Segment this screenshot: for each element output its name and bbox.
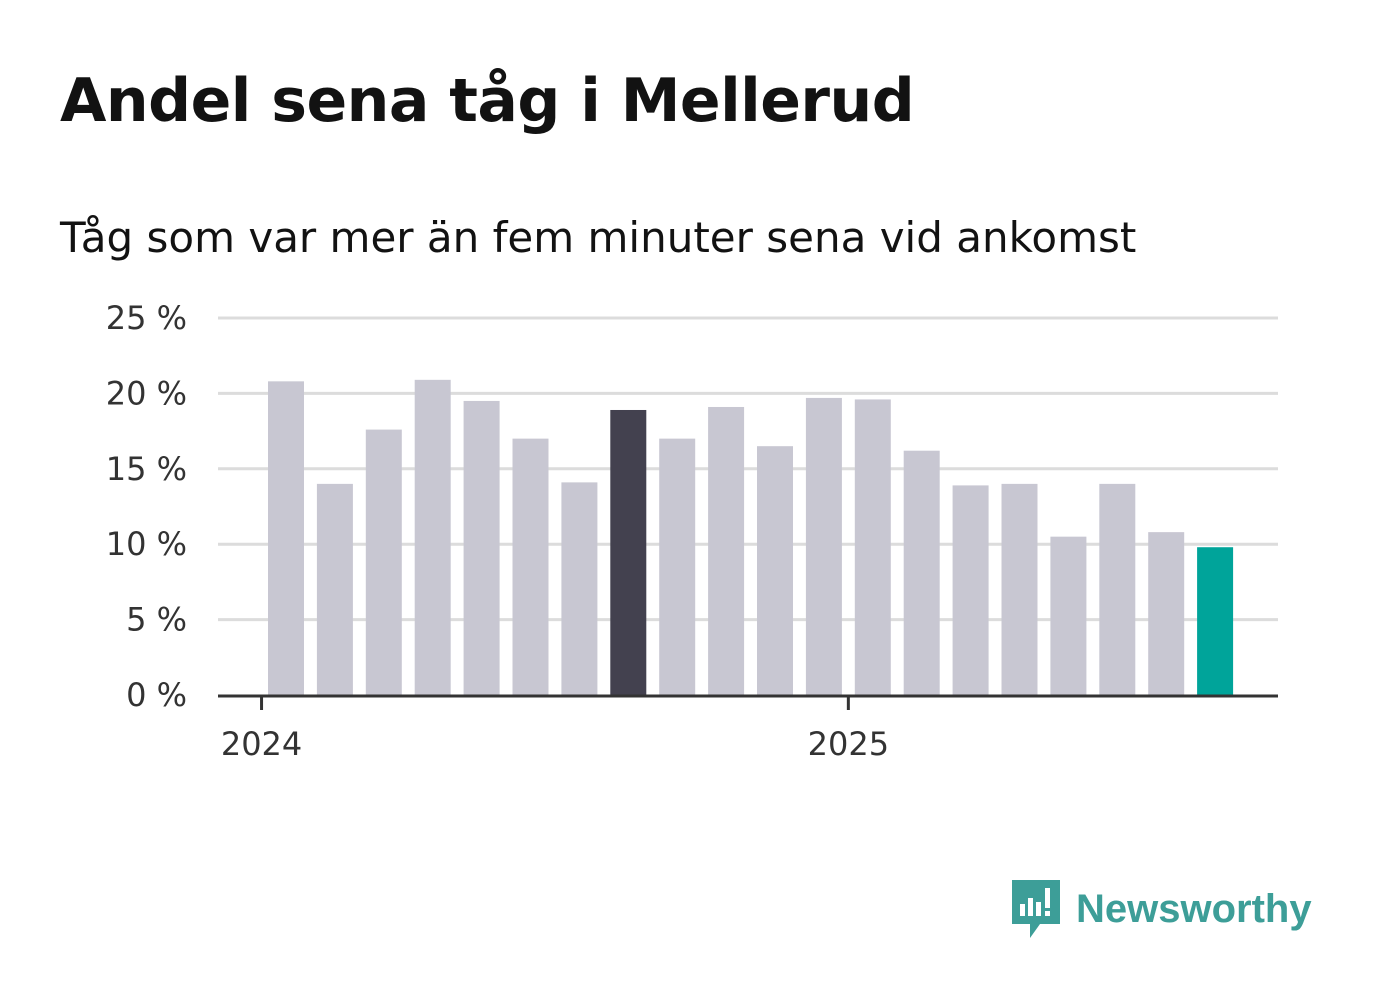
newsworthy-logo-icon	[1012, 880, 1060, 938]
y-tick-label: 0 %	[126, 676, 187, 714]
chart-subtitle: Tåg som var mer än fem minuter sena vid …	[60, 213, 1137, 262]
y-tick-label: 10 %	[106, 525, 187, 563]
y-axis-ticks: 0 % 5 % 10 % 15 % 20 % 25 %	[106, 299, 187, 714]
chart-title: Andel sena tåg i Mellerud	[60, 66, 915, 136]
bar	[463, 400, 500, 695]
bar	[268, 381, 304, 695]
bar	[1099, 483, 1136, 695]
bar	[708, 406, 745, 695]
bar	[365, 429, 402, 695]
bars	[268, 379, 1234, 695]
bar	[805, 397, 842, 695]
bar	[512, 438, 549, 695]
bar	[316, 483, 353, 695]
bar	[610, 409, 647, 695]
y-tick-label: 15 %	[106, 450, 187, 488]
bar	[561, 482, 598, 695]
bar	[854, 399, 891, 695]
newsworthy-logo[interactable]: Newsworthy	[1010, 878, 1312, 940]
bar	[414, 379, 451, 695]
bar	[757, 446, 793, 695]
y-tick-label: 20 %	[106, 374, 187, 412]
x-tick-label: 2025	[808, 725, 889, 763]
x-axis: 2024 2025	[218, 694, 1278, 763]
bar	[903, 450, 940, 695]
bar	[1197, 547, 1234, 695]
bar	[1148, 532, 1185, 695]
bar	[659, 438, 696, 695]
y-tick-label: 25 %	[106, 299, 187, 337]
y-tick-label: 5 %	[126, 601, 187, 639]
bar	[952, 485, 989, 695]
x-tick-label: 2024	[221, 725, 302, 763]
bar	[1050, 536, 1087, 695]
bar	[1001, 483, 1038, 695]
newsworthy-logo-text: Newsworthy	[1076, 886, 1312, 931]
